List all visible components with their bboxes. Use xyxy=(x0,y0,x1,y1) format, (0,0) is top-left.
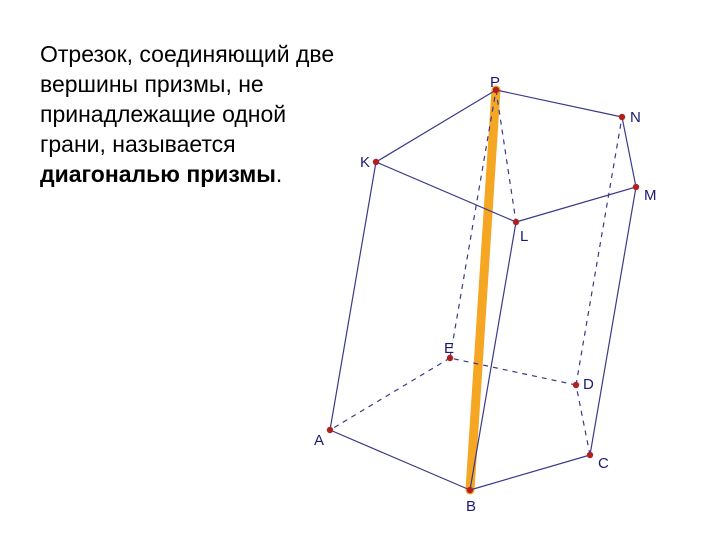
vertex-dot-D xyxy=(573,382,579,388)
vertex-label-L: L xyxy=(520,228,528,245)
edge-dashed xyxy=(576,117,622,385)
edge-dashed xyxy=(330,358,450,430)
vertex-dot-M xyxy=(633,184,639,190)
vertex-dot-N xyxy=(619,114,625,120)
vertex-label-K: K xyxy=(360,154,370,171)
vertex-dot-A xyxy=(327,427,333,433)
vertex-label-E: E xyxy=(444,340,454,357)
edge-solid xyxy=(516,187,636,222)
vertex-label-B: B xyxy=(466,498,476,515)
edge-dashed xyxy=(496,90,516,222)
prism-svg xyxy=(270,80,710,520)
edge-solid xyxy=(330,162,376,430)
cap-bold: диагональю призмы xyxy=(40,161,276,187)
cap-l1: Отрезок, соединяющий две xyxy=(40,41,334,67)
vertex-dot-K xyxy=(373,159,379,165)
vertex-label-N: N xyxy=(630,109,641,126)
edge-solid xyxy=(622,117,636,187)
vertex-label-P: P xyxy=(490,74,500,91)
vertex-label-D: D xyxy=(583,376,594,393)
edge-dashed xyxy=(450,358,576,385)
edge-dashed xyxy=(576,385,590,455)
edge-solid xyxy=(496,90,622,117)
vertex-label-M: M xyxy=(644,187,657,204)
vertex-dot-L xyxy=(513,219,519,225)
edge-solid xyxy=(590,187,636,455)
edge-solid xyxy=(330,430,470,490)
vertex-label-A: A xyxy=(314,432,324,449)
edge-solid xyxy=(376,90,496,162)
highlight-diagonal xyxy=(470,90,496,490)
prism-diagram: ABCDEKLMNP xyxy=(270,80,710,520)
cap-l2: вершины призмы, не xyxy=(40,71,264,97)
vertex-dot-B xyxy=(467,487,473,493)
vertex-label-C: C xyxy=(598,455,609,472)
cap-l3: принадлежащие одной xyxy=(40,101,286,127)
cap-l4: грани, называется xyxy=(40,131,236,157)
vertex-dot-C xyxy=(587,452,593,458)
edge-solid xyxy=(470,455,590,490)
